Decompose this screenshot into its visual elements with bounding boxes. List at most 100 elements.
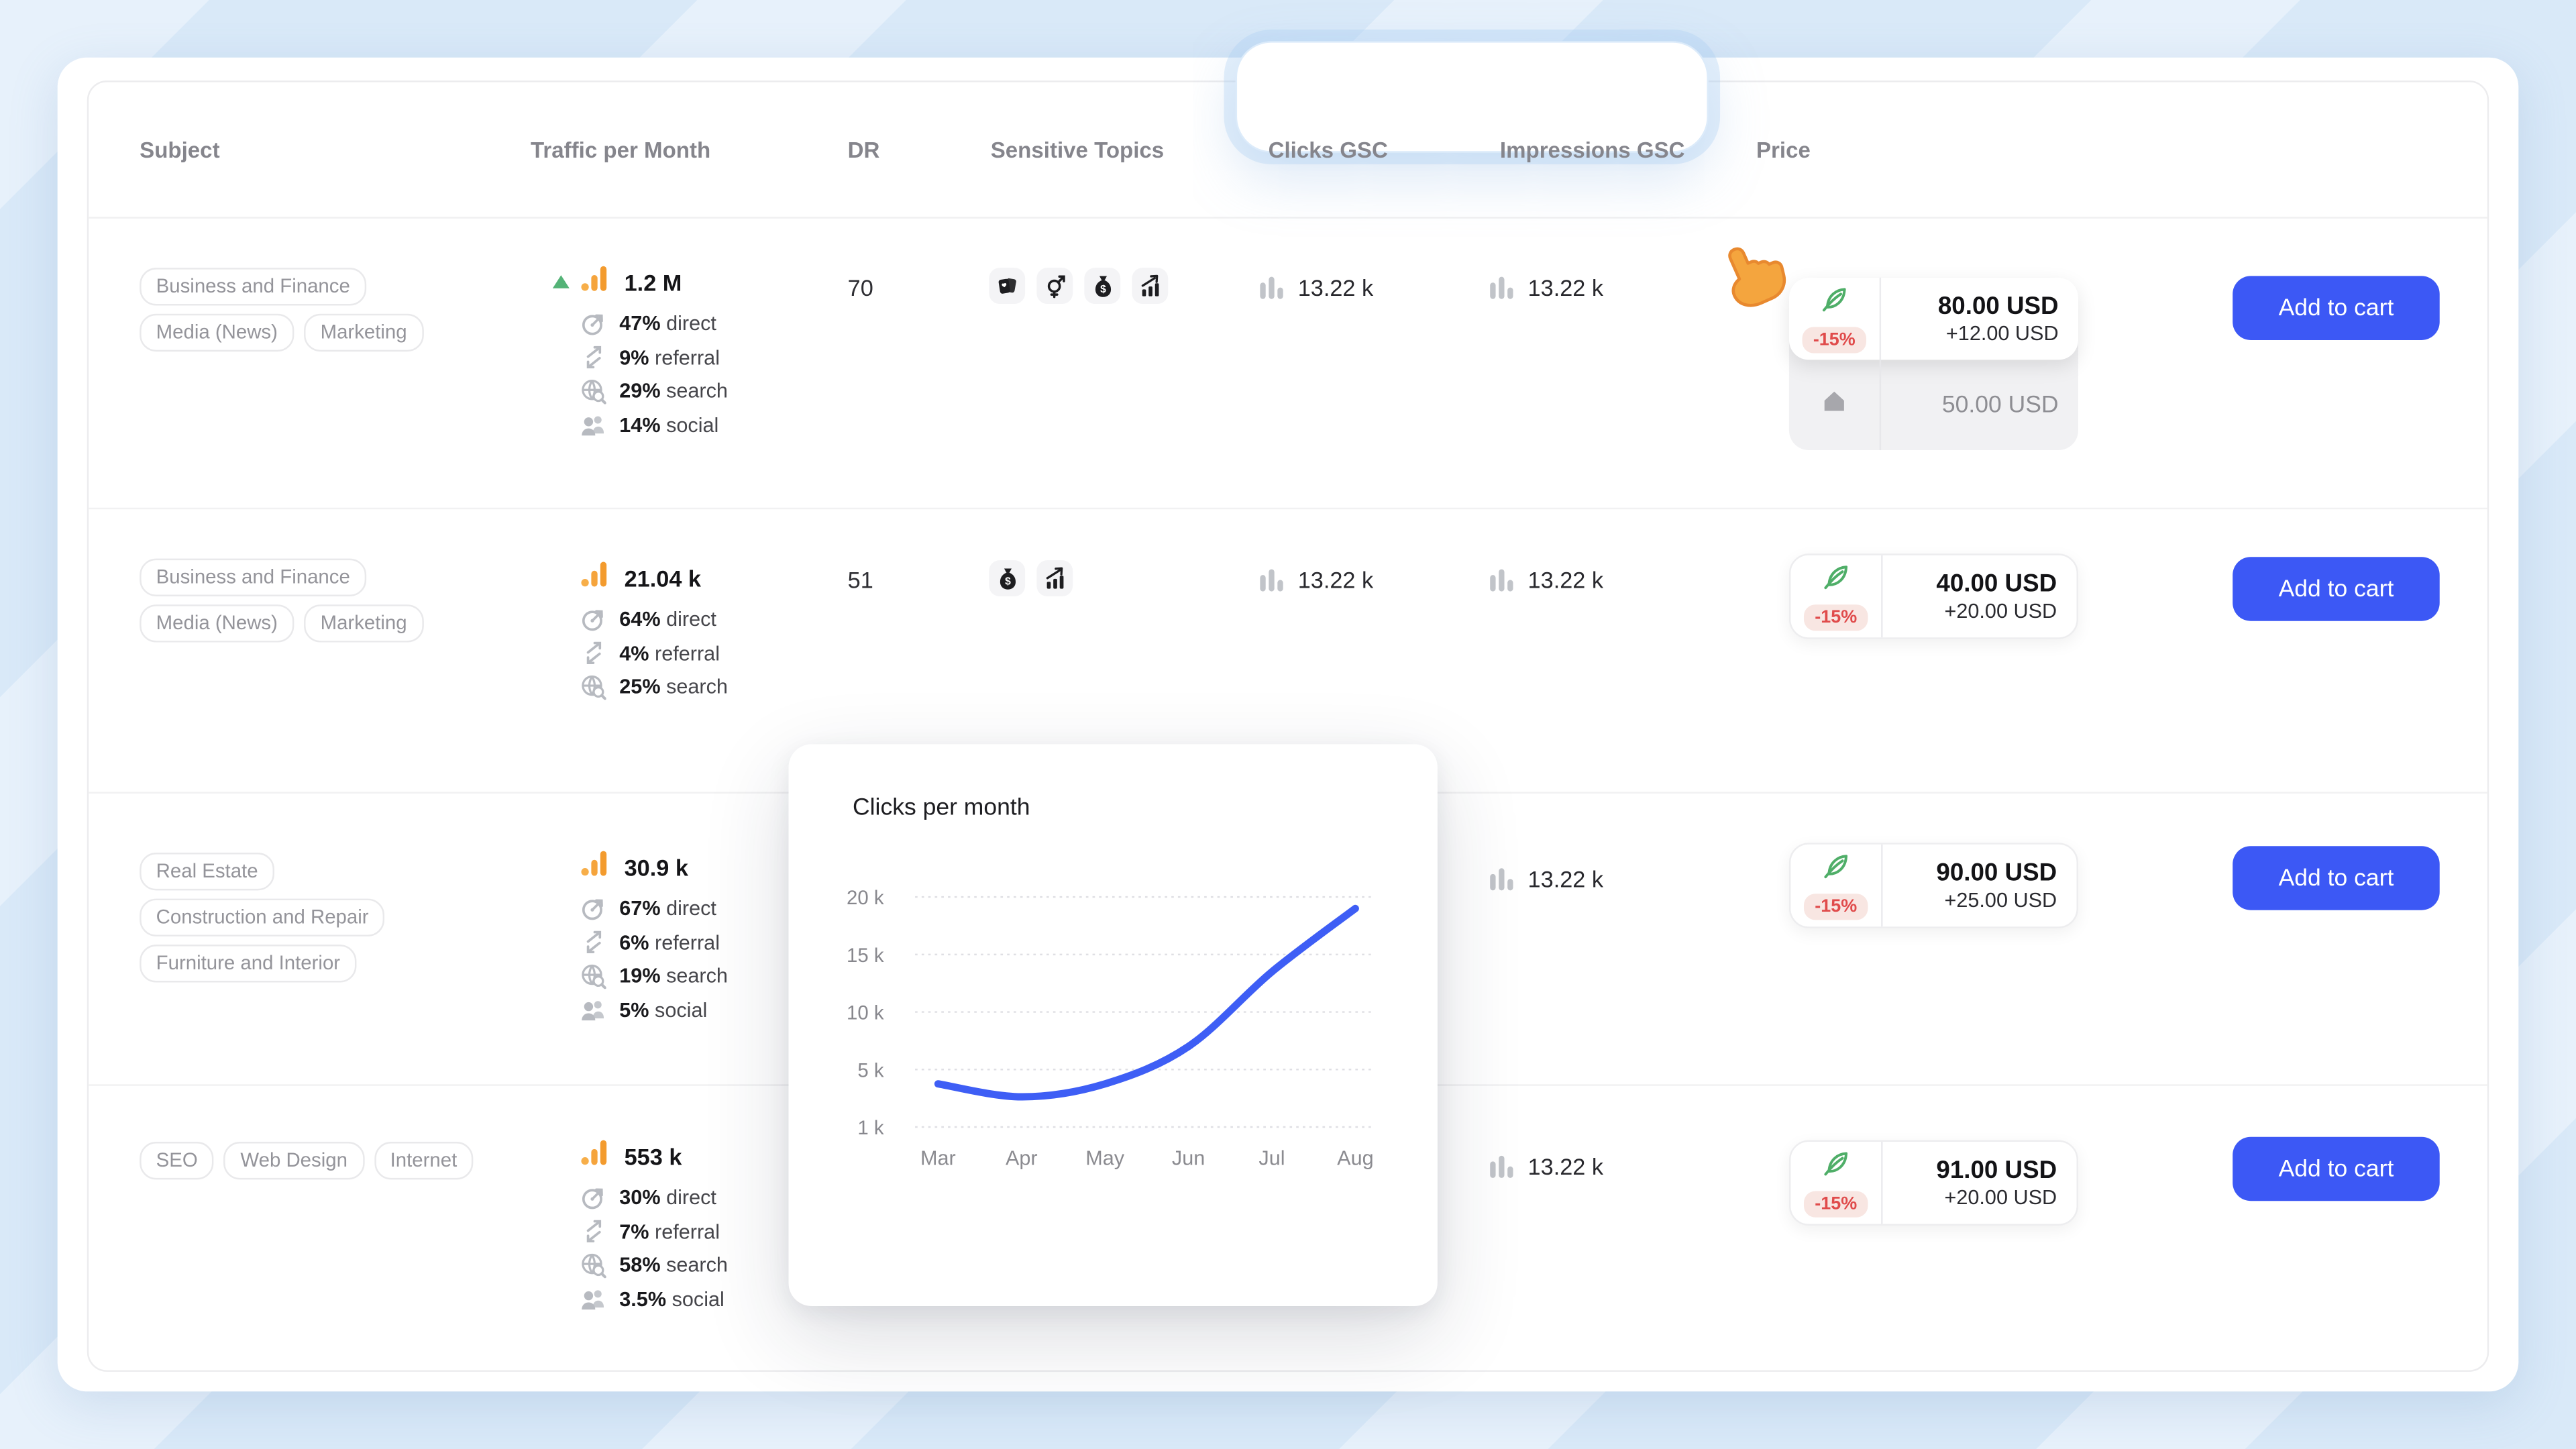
analytics-bars-icon (580, 849, 608, 885)
mini-bars-icon (1489, 1153, 1515, 1179)
social-icon (580, 997, 606, 1023)
impressions-gsc-cell: 13.22 k (1489, 274, 1603, 301)
svg-text:1 k: 1 k (857, 1117, 883, 1139)
traffic-breakdown: 64% direct 4% referral 25% search (580, 603, 728, 704)
search-icon (580, 674, 606, 700)
feather-icon (1820, 851, 1851, 891)
price-main-value: 91.00 USD (1936, 1157, 2057, 1185)
traffic-breakdown-line: 4% referral (580, 637, 727, 670)
price-main-value: 90.00 USD (1936, 859, 2057, 888)
traffic-cell: 21.04 k 64% direct 4% referral 25% search (580, 560, 728, 704)
add-to-cart-button[interactable]: Add to cart (2233, 846, 2440, 910)
add-to-cart-button[interactable]: Add to cart (2233, 557, 2440, 621)
direct-icon (580, 1185, 606, 1211)
popup-title: Clicks per month (853, 795, 1030, 822)
traffic-breakdown-line: 25% search (580, 670, 728, 704)
discount-badge: -15% (1803, 1191, 1869, 1218)
adult-gender-icon (1036, 268, 1073, 305)
primary-price: -15% 40.00 USD +20.00 USD (1788, 553, 2078, 639)
mini-bars-icon (1489, 866, 1515, 892)
subject-tag: Web Design (223, 1142, 364, 1180)
svg-text:Jul: Jul (1258, 1146, 1285, 1169)
clicks-line-chart: 20 k 15 k 10 k 5 k 1 k Mar Apr May Jun Jul Aug (847, 887, 1374, 1169)
svg-text:$: $ (1099, 283, 1106, 294)
clicks-gsc-value: 13.22 k (1297, 274, 1374, 301)
svg-text:$: $ (1004, 575, 1010, 586)
table-row: Business and Finance Media (News) Marketin… (89, 219, 2487, 510)
subject-tag: Media (News) (140, 313, 294, 352)
impressions-gsc-cell: 13.22 k (1489, 567, 1603, 593)
dr-value: 70 (847, 274, 873, 301)
secondary-price-value: 50.00 USD (1941, 392, 2059, 419)
add-to-cart-button[interactable]: Add to cart (2233, 276, 2440, 340)
svg-text:10 k: 10 k (847, 1002, 884, 1024)
search-icon (580, 963, 606, 989)
discount-badge: -15% (1803, 604, 1869, 631)
svg-text:5 k: 5 k (857, 1059, 883, 1081)
price-box: -15% 40.00 USD +20.00 USD (1788, 553, 2078, 639)
subject-tag: Furniture and Interior (140, 945, 357, 983)
search-icon (580, 378, 606, 405)
price-main-value: 80.00 USD (1937, 292, 2059, 321)
referral-icon (580, 345, 606, 370)
money-bag-icon: $ (989, 560, 1026, 596)
svg-text:20 k: 20 k (847, 887, 884, 909)
gsc-columns-highlight[interactable] (1235, 41, 1709, 153)
price-cell: -15% 90.00 USD +25.00 USD (1788, 843, 2078, 928)
trend-up-icon (552, 274, 570, 289)
impressions-gsc-value: 13.22 k (1527, 566, 1604, 594)
subject-tag: Marketing (304, 313, 424, 352)
table-row: Real Estate Construction and Repair Furnit… (89, 794, 2487, 1086)
traffic-total: 21.04 k (580, 560, 727, 596)
price-cell: -15% 80.00 USD +12.00 USD 50.00 USD (1788, 277, 2078, 451)
traffic-breakdown-line: 19% search (580, 959, 728, 993)
referral-icon (580, 641, 606, 666)
primary-price: -15% 91.00 USD +20.00 USD (1788, 1140, 2078, 1226)
traffic-breakdown: 30% direct 7% referral 58% search 3.5% soci… (580, 1181, 728, 1316)
pointer-hand-icon (1728, 247, 1786, 307)
traffic-breakdown-line: 58% search (580, 1248, 728, 1282)
feather-icon (1819, 284, 1850, 324)
add-to-cart-button[interactable]: Add to cart (2233, 1136, 2440, 1201)
clicks-gsc-cell: 13.22 k (1258, 567, 1373, 593)
feather-icon (1820, 562, 1851, 602)
clicks-gsc-value: 13.22 k (1297, 566, 1374, 594)
subject-tag: Marketing (304, 604, 424, 643)
column-header-traffic: Traffic per Month (531, 137, 711, 162)
impressions-gsc-cell: 13.22 k (1489, 1153, 1603, 1179)
search-icon (580, 1252, 606, 1279)
subject-tag: Business and Finance (140, 558, 367, 596)
traffic-value: 21.04 k (624, 565, 702, 592)
subject-tags: Real Estate Construction and Repair Furnit… (140, 853, 488, 983)
trading-chart-icon (1132, 268, 1169, 305)
referral-icon (580, 930, 606, 955)
svg-text:Mar: Mar (920, 1146, 956, 1169)
subject-tag: SEO (140, 1142, 215, 1180)
social-icon (580, 1286, 606, 1312)
impressions-gsc-value: 13.22 k (1527, 865, 1604, 892)
traffic-total: 1.2 M (552, 264, 727, 301)
listings-table: Subject Traffic per Month DR Sensitive T… (87, 41, 2489, 1372)
mini-bars-icon (1489, 274, 1515, 301)
clicks-per-month-popup: Clicks per month 20 k 15 k 10 k 5 k 1 k Mar Ap… (788, 744, 1438, 1306)
subject-tag: Media (News) (140, 604, 294, 643)
traffic-cell: 1.2 M 47% direct 9% referral 29% search 14%… (552, 264, 728, 441)
subject-tags: Business and Finance Media (News) Marketin… (140, 558, 488, 643)
column-header-dr: DR (847, 137, 880, 162)
traffic-breakdown: 67% direct 6% referral 19% search 5% social (580, 892, 728, 1027)
trading-chart-icon (1036, 560, 1073, 596)
subject-tags: Business and Finance Media (News) Marketin… (140, 268, 488, 352)
table-row: SEO Web Design Internet 553 k 30% direct 7%… (89, 1086, 2487, 1372)
price-main-value: 40.00 USD (1936, 570, 2057, 598)
svg-text:Apr: Apr (1006, 1146, 1038, 1169)
direct-icon (580, 606, 606, 633)
column-header-clicks-gsc: Clicks GSC (1268, 137, 1388, 162)
direct-icon (580, 896, 606, 922)
traffic-total: 553 k (580, 1138, 727, 1175)
subject-tags: SEO Web Design Internet (140, 1142, 488, 1180)
subject-tag: Construction and Repair (140, 898, 386, 936)
column-header-sensitive-topics: Sensitive Topics (990, 137, 1165, 162)
traffic-value: 553 k (624, 1143, 682, 1170)
sensitive-topics-icons: $ (989, 268, 1169, 305)
